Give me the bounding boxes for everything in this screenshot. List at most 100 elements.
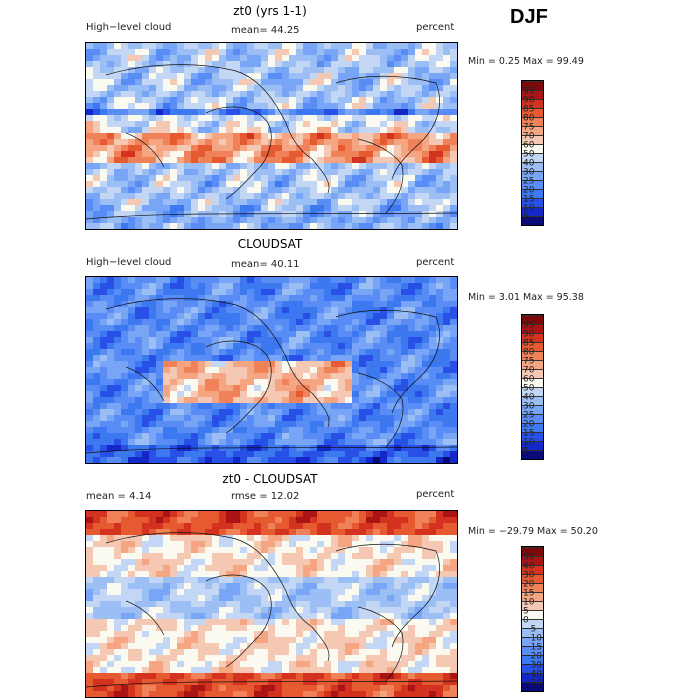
field-cell [415, 283, 423, 290]
field-cell [338, 637, 346, 644]
field-cell [107, 385, 115, 392]
field-cell [212, 631, 220, 638]
field-cell [163, 109, 171, 116]
field-cell [261, 373, 269, 380]
field-cell [436, 625, 444, 632]
field-cell [254, 49, 262, 56]
field-cell [240, 343, 248, 350]
field-cell [184, 511, 192, 518]
field-cell [443, 85, 451, 92]
field-cell [86, 349, 94, 356]
field-cell [450, 319, 457, 326]
field-cell [184, 397, 192, 404]
field-cell [331, 403, 339, 410]
field-cell [401, 583, 409, 590]
field-cell [191, 559, 199, 566]
field-cell [107, 661, 115, 668]
field-cell [387, 121, 395, 128]
field-cell [163, 277, 171, 284]
field-cell [142, 109, 150, 116]
field-cell [226, 49, 234, 56]
field-cell [254, 121, 262, 128]
field-cell [254, 379, 262, 386]
field-cell [394, 289, 402, 296]
field-cell [247, 109, 255, 116]
field-cell [443, 127, 451, 134]
field-cell [289, 343, 297, 350]
field-cell [345, 361, 353, 368]
field-cell [401, 199, 409, 206]
field-cell [429, 127, 437, 134]
field-cell [261, 691, 269, 697]
field-cell [114, 421, 122, 428]
panel-2-map-svg [86, 277, 457, 463]
field-cell [219, 685, 227, 692]
field-cell [415, 577, 423, 584]
field-cell [247, 661, 255, 668]
field-cell [394, 151, 402, 158]
field-cell [121, 607, 129, 614]
field-cell [345, 571, 353, 578]
field-cell [86, 151, 94, 158]
field-cell [310, 673, 318, 680]
field-cell [282, 349, 290, 356]
field-cell [170, 685, 178, 692]
field-cell [191, 511, 199, 518]
field-cell [163, 313, 171, 320]
field-cell [184, 301, 192, 308]
field-cell [401, 193, 409, 200]
field-cell [184, 559, 192, 566]
field-cell [121, 631, 129, 638]
field-cell [345, 367, 353, 374]
field-cell [317, 163, 325, 170]
coastline [105, 298, 330, 428]
coastline [335, 75, 440, 180]
field-cell [317, 559, 325, 566]
field-cell [254, 607, 262, 614]
field-cell [331, 409, 339, 416]
field-cell [128, 625, 136, 632]
field-cell [261, 517, 269, 524]
field-cell [366, 403, 374, 410]
field-cell [394, 127, 402, 134]
field-cell [324, 295, 332, 302]
field-cell [254, 43, 262, 50]
field-cell [317, 337, 325, 344]
field-cell [149, 187, 157, 194]
field-cell [135, 205, 143, 212]
field-cell [401, 163, 409, 170]
field-cell [436, 103, 444, 110]
field-cell [205, 355, 213, 362]
field-cell [240, 685, 248, 692]
field-cell [261, 319, 269, 326]
field-cell [366, 613, 374, 620]
field-cell [324, 379, 332, 386]
field-cell [261, 103, 269, 110]
field-cell [443, 661, 451, 668]
field-cell [324, 385, 332, 392]
field-cell [289, 451, 297, 458]
field-cell [380, 79, 388, 86]
field-cell [233, 349, 241, 356]
field-cell [422, 367, 430, 374]
field-cell [331, 343, 339, 350]
field-cell [254, 643, 262, 650]
field-cell [303, 577, 311, 584]
field-cell [163, 49, 171, 56]
field-cell [387, 391, 395, 398]
field-cell [401, 133, 409, 140]
field-cell [93, 643, 101, 650]
field-cell [338, 445, 346, 452]
field-cell [443, 445, 451, 452]
field-cell [408, 55, 416, 62]
colorbar-swatch [522, 315, 543, 324]
field-cell [387, 631, 395, 638]
field-cell [156, 511, 164, 518]
field-cell [415, 511, 423, 518]
field-cell [317, 367, 325, 374]
field-cell [436, 637, 444, 644]
field-cell [282, 157, 290, 164]
field-cell [156, 43, 164, 50]
field-cell [254, 73, 262, 80]
field-cell [163, 415, 171, 422]
